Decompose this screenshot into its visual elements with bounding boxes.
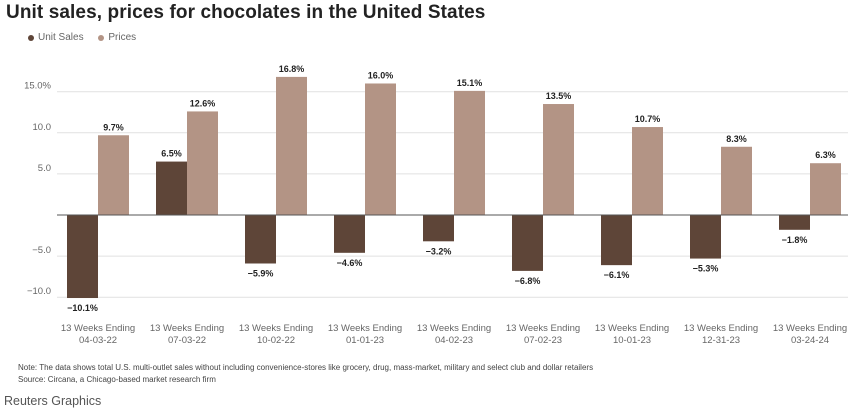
- x-tick-label: 07-02-23: [524, 335, 562, 346]
- bar-unit-sales: [67, 215, 98, 299]
- x-tick-label: 13 Weeks Ending: [773, 323, 847, 334]
- y-tick-label: 15.0%: [24, 81, 51, 92]
- data-label: 15.1%: [457, 78, 483, 88]
- data-label: −6.8%: [515, 276, 541, 286]
- data-label: 8.3%: [726, 134, 747, 144]
- legend-swatch-prices: [98, 34, 105, 41]
- legend-item-unit-sales: Unit Sales: [28, 32, 84, 43]
- credit-text: Reuters Graphics: [4, 394, 102, 408]
- x-tick-label: 13 Weeks Ending: [150, 323, 224, 334]
- chart-title: Unit sales, prices for chocolates in the…: [6, 2, 486, 23]
- data-label: −1.8%: [782, 235, 808, 245]
- bar-unit-sales: [156, 161, 187, 215]
- bar-unit-sales: [512, 215, 543, 271]
- x-tick-label: 13 Weeks Ending: [239, 323, 313, 334]
- bar-unit-sales: [690, 215, 721, 259]
- bar-prices: [187, 111, 218, 215]
- legend-label-unit-sales: Unit Sales: [38, 32, 84, 43]
- x-tick-label: 13 Weeks Ending: [595, 323, 669, 334]
- data-label: −5.3%: [693, 264, 719, 274]
- data-label: −6.1%: [604, 270, 630, 280]
- bar-prices: [632, 127, 663, 215]
- bar-prices: [810, 163, 841, 215]
- bar-unit-sales: [423, 215, 454, 242]
- x-tick-label: 13 Weeks Ending: [506, 323, 580, 334]
- bar-unit-sales: [779, 215, 810, 230]
- x-tick-label: 13 Weeks Ending: [417, 323, 491, 334]
- data-label: 9.7%: [103, 122, 124, 132]
- data-label: 6.3%: [815, 150, 836, 160]
- source-text: Source: Circana, a Chicago-based market …: [18, 375, 216, 384]
- bar-unit-sales: [601, 215, 632, 266]
- x-tick-label: 13 Weeks Ending: [61, 323, 135, 334]
- data-label: 12.6%: [190, 98, 216, 108]
- data-label: −3.2%: [426, 246, 452, 256]
- x-tick-label: 12-31-23: [702, 335, 740, 346]
- bar-prices: [543, 104, 574, 215]
- data-label: −10.1%: [67, 303, 98, 313]
- bar-chart: 15.0% 10.0 5.0 −5.0 −10.0 −10.1% 9.7% 6.5% 12.6…: [24, 64, 848, 346]
- y-axis-ticks: 15.0% 10.0 5.0 −5.0 −10.0: [24, 81, 51, 298]
- y-tick-label: 5.0: [38, 163, 51, 174]
- bar-unit-sales: [245, 215, 276, 264]
- x-tick-label: 10-01-23: [613, 335, 651, 346]
- data-label: 10.7%: [635, 114, 661, 124]
- data-label: 16.8%: [279, 64, 305, 74]
- legend: Unit Sales Prices: [28, 32, 148, 44]
- x-tick-label: 01-01-23: [346, 335, 384, 346]
- data-label: 13.5%: [546, 91, 572, 101]
- data-label: 6.5%: [161, 149, 182, 159]
- bar-prices: [98, 135, 129, 215]
- y-tick-label: −10.0: [27, 286, 51, 297]
- data-labels: −10.1% 9.7% 6.5% 12.6% −5.9% 16.8% −4.6% 16.0% −…: [67, 64, 836, 313]
- y-tick-label: −5.0: [32, 245, 51, 256]
- x-tick-label: 13 Weeks Ending: [328, 323, 402, 334]
- bar-prices: [721, 146, 752, 215]
- footnote: Note: The data shows total U.S. multi-ou…: [18, 362, 593, 386]
- y-tick-label: 10.0: [33, 122, 52, 133]
- data-label: 16.0%: [368, 70, 394, 80]
- bars: [67, 76, 841, 299]
- x-tick-label: 10-02-22: [257, 335, 295, 346]
- bar-unit-sales: [334, 215, 365, 253]
- legend-swatch-unit-sales: [28, 34, 34, 41]
- data-label: −5.9%: [248, 268, 274, 278]
- x-tick-label: 07-03-22: [168, 335, 206, 346]
- note-text: Note: The data shows total U.S. multi-ou…: [18, 363, 594, 372]
- bar-prices: [365, 83, 396, 215]
- bar-prices: [276, 76, 307, 216]
- x-tick-label: 13 Weeks Ending: [684, 323, 758, 334]
- x-tick-label: 03-24-24: [791, 335, 829, 346]
- legend-label-prices: Prices: [108, 32, 137, 43]
- legend-item-prices: Prices: [98, 32, 136, 43]
- x-tick-label: 04-03-22: [79, 335, 117, 346]
- bar-prices: [454, 90, 485, 215]
- data-label: −4.6%: [337, 258, 363, 268]
- x-tick-label: 04-02-23: [435, 335, 473, 346]
